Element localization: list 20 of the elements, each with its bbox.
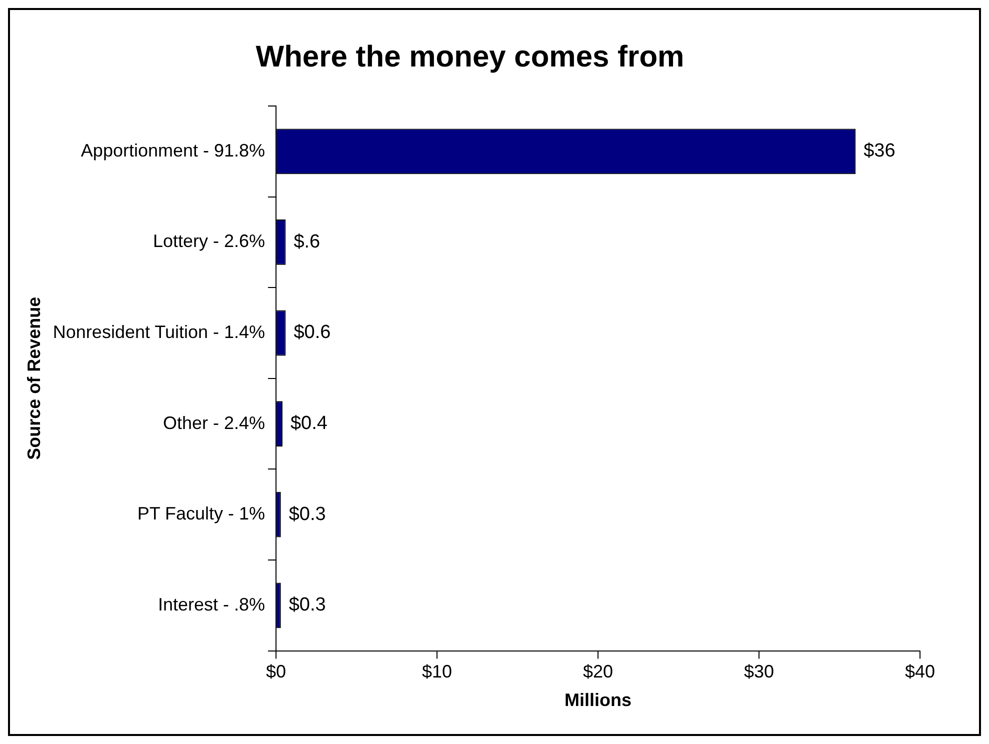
data-label: $0.3: [288, 594, 326, 616]
y-tick-label: Nonresident Tuition - 1.4%: [52, 322, 266, 342]
data-label: $.6: [294, 231, 320, 252]
data-label: $0.3: [288, 504, 326, 525]
x-tick-label: $40: [904, 662, 936, 682]
data-label: $0.6: [294, 322, 331, 344]
y-tick-label: Other - 2.4%: [162, 412, 266, 433]
y-tick-label: Interest - .8%: [158, 594, 266, 614]
x-tick-label: $20: [582, 662, 614, 682]
y-tick-label: PT Faculty - 1%: [137, 504, 266, 524]
x-tick-label: $0: [266, 662, 286, 682]
data-label: $0.4: [290, 413, 328, 434]
y-tick-label: Apportionment - 91.8%: [80, 140, 266, 160]
x-axis-title: Millions: [564, 690, 632, 710]
x-tick-label: $30: [744, 662, 774, 682]
y-tick-label: Lottery - 2.6%: [152, 231, 266, 252]
x-tick-label: $10: [422, 662, 452, 682]
y-axis-title: Source of Revenue: [24, 296, 44, 460]
chart-title: Where the money comes from: [256, 40, 684, 74]
data-label: $36: [864, 140, 896, 162]
